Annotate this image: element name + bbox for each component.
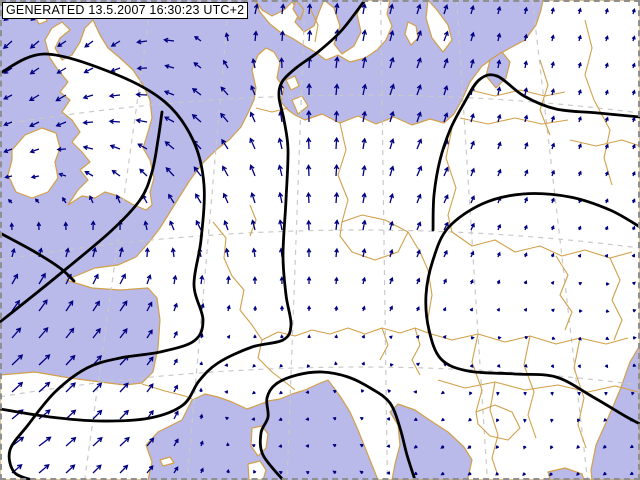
islet [285,75,300,91]
oslo-fjord [292,0,305,21]
black-sea [590,344,640,480]
meridian-line [84,0,152,480]
sea-layer [292,0,640,480]
islet [159,456,175,467]
country-border [471,333,483,413]
adriatic [389,403,473,480]
pressure-isoline [0,0,367,423]
country-border [489,381,499,477]
meridian-line [456,0,488,480]
country-border [451,231,633,259]
country-border [212,221,296,391]
country-border [337,122,349,223]
pressure-isoline [0,52,206,480]
aegean [547,467,585,480]
meridian-line [531,0,589,480]
pressure-isoline [431,73,640,232]
generated-timestamp-label: GENERATED 13.5.2007 16:30:23 UTC+2 [2,2,249,19]
sweden-east-coast [425,0,453,53]
pressure-isoline [0,231,76,283]
country-border [445,127,457,233]
country-border [379,327,389,361]
country-border [249,204,257,237]
meridian-line [186,0,230,480]
country-border [437,379,639,393]
country-border [309,7,319,43]
gotland-island [404,21,419,46]
parallel-line [0,94,640,126]
country-border [609,257,623,341]
sardinia-island [247,460,267,480]
country-border [523,335,537,439]
pressure-isoline [424,192,640,426]
pressure-isoline [258,370,417,480]
country-border [539,59,551,136]
country-border [459,117,569,125]
country-border [555,255,573,331]
meridian-line [286,0,306,480]
country-border [475,404,521,441]
great-britain [44,19,155,211]
parallel-line [0,366,640,398]
country-border [339,214,409,261]
country-border [584,19,613,186]
parallel-line [0,229,640,261]
islet [291,95,309,115]
scandinavia [254,0,393,63]
pressure-isoline [0,110,164,324]
country-border [573,337,587,449]
country-border [569,139,640,147]
